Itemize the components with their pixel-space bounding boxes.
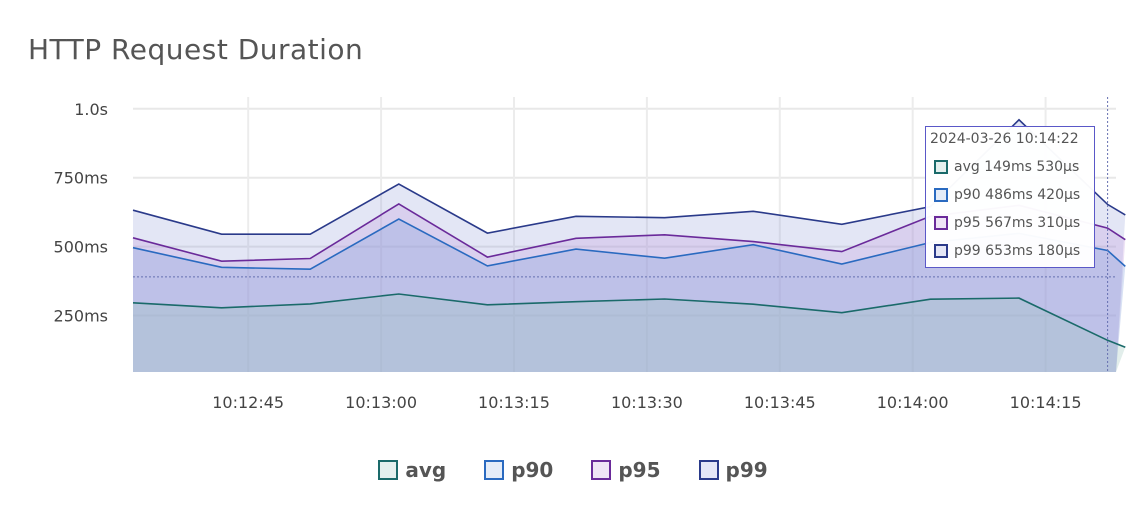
tooltip-row-avg: avg 149ms 530µs [926,153,1094,181]
x-tick-label: 10:14:00 [877,393,949,412]
legend-swatch-p90 [484,460,505,480]
area-p95 [133,203,1126,372]
tooltip-row-p90: p90 486ms 420µs [926,181,1094,209]
y-tick-label: 750ms [54,169,108,188]
x-tick-label: 10:13:15 [478,393,550,412]
legend-label-p90: p90 [511,458,554,482]
tooltip-swatch-p99 [934,244,948,258]
y-tick-label: 250ms [54,307,108,326]
legend-label-avg: avg [405,458,447,482]
y-tick-label: 1.0s [74,100,108,119]
legend-item-p90[interactable]: p90 [484,458,553,482]
x-tick-label: 10:13:00 [345,393,417,412]
tooltip-value-p95: 567ms 310µs [985,215,1081,231]
tooltip-value-avg: 149ms 530µs [984,159,1080,175]
tooltip-swatch-p90 [934,188,948,202]
legend-swatch-avg [378,460,399,480]
y-axis-labels: 250ms 500ms 750ms 1.0s [54,100,108,326]
tooltip-row-p95: p95 567ms 310µs [926,209,1094,237]
line-p99 [132,118,1126,235]
x-tick-label: 10:13:45 [744,393,816,412]
area-avg [133,294,1126,372]
tooltip-time: 2024-03-26 10:14:22 [930,131,1079,147]
x-axis-labels: 10:12:45 10:13:00 10:13:15 10:13:30 10:13:45… [212,393,1081,412]
chart-legend: avg p90 p95 p99 [0,458,1146,482]
area-p99 [133,119,1126,372]
legend-swatch-p95 [591,460,612,480]
y-tick-label: 500ms [54,238,108,257]
line-avg [132,293,1126,348]
chart-title: HTTP Request Duration [28,33,364,66]
tooltip-value-p90: 486ms 420µs [985,187,1081,203]
legend-item-avg[interactable]: avg [378,458,446,482]
tooltip-label-p95: p95 [954,215,981,231]
x-tick-label: 10:13:30 [611,393,683,412]
legend-label-p99: p99 [725,458,768,482]
x-tick-label: 10:12:45 [212,393,284,412]
legend-item-p99[interactable]: p99 [698,458,768,482]
tooltip-row-p99: p99 653ms 180µs [926,237,1094,265]
legend-swatch-p99 [698,460,719,480]
hover-tooltip: 2024-03-26 10:14:22 avg 149ms 530µs p90 … [925,126,1095,268]
hover-crosshair [133,97,1116,372]
tooltip-label-avg: avg [954,159,980,175]
tooltip-label-p90: p90 [954,187,981,203]
tooltip-swatch-p95 [934,216,948,230]
series-areas [133,119,1126,372]
legend-label-p95: p95 [618,458,661,482]
legend-item-p95[interactable]: p95 [591,458,661,482]
tooltip-value-p99: 653ms 180µs [985,243,1081,259]
tooltip-swatch-avg [934,160,948,174]
tooltip-label-p99: p99 [954,243,981,259]
area-p90 [133,219,1126,372]
x-tick-label: 10:14:15 [1010,393,1082,412]
